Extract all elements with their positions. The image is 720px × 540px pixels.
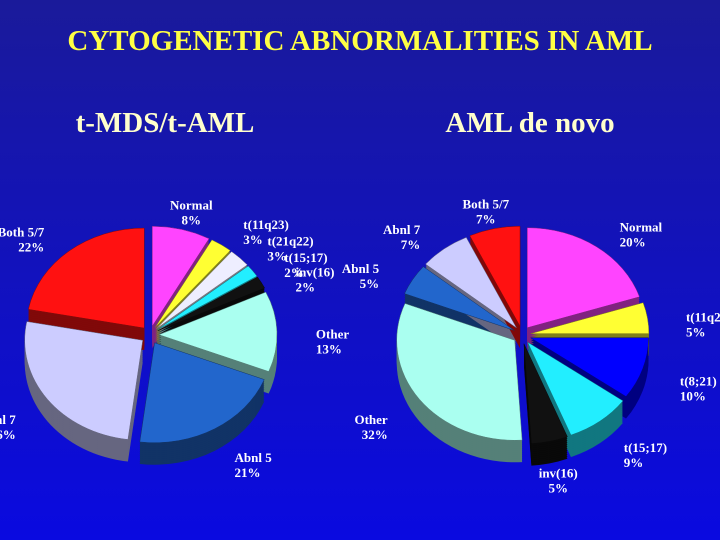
slice-label: t(21q22) 3% (267, 233, 313, 263)
category-label: inv(16) (295, 265, 334, 280)
slice (156, 251, 248, 329)
chart-title: t-MDS/t-AML (76, 107, 255, 139)
value-label: 3% (243, 232, 263, 247)
slice-label: Both 5/7 7% (462, 196, 509, 226)
slice (529, 337, 649, 397)
category-label: Both 5/7 (462, 196, 509, 211)
slice-label: t(11q23)5% (686, 309, 720, 339)
slice-label: Other 32% (354, 412, 387, 442)
value-label: 22% (18, 240, 44, 255)
category-label: Abnl 7 (0, 412, 16, 427)
slice (157, 265, 258, 330)
slice-label: Abnl 7 7% (383, 222, 421, 252)
value-label: 7% (401, 237, 421, 252)
slice-label: t(11q23) 3% (243, 217, 289, 247)
slice (523, 343, 568, 444)
slice (28, 227, 145, 329)
category-label: Normal (170, 197, 213, 212)
category-label: Abnl 5 (342, 261, 380, 276)
value-label: 26% (0, 427, 16, 442)
slice (158, 291, 278, 372)
slice (530, 302, 650, 334)
value-label: 10% (680, 389, 706, 404)
value-label: 5% (686, 324, 706, 339)
category-label: Abnl 7 (383, 222, 421, 237)
slice (527, 227, 640, 329)
value-label: 8% (182, 212, 202, 227)
slice (154, 239, 231, 328)
category-label: t(8;21) (680, 374, 717, 389)
slice (469, 225, 521, 328)
value-label: 5% (360, 276, 380, 291)
category-label: t(15;17) (284, 250, 327, 265)
value-label: 9% (624, 455, 644, 470)
category-label: inv(16) (539, 466, 578, 481)
category-label: t(15;17) (624, 440, 667, 455)
slice-label: Normal 20% (620, 219, 663, 249)
pie-tops (24, 226, 278, 443)
value-label: 2% (295, 280, 315, 295)
category-label: t(11q23) (686, 309, 720, 324)
slice (139, 342, 265, 443)
chart-title: AML de novo (445, 107, 614, 139)
slice (404, 266, 515, 331)
slice-label: Other 13% (316, 327, 349, 357)
slice-label: Both 5/7 22% (0, 225, 45, 255)
value-label: 5% (548, 481, 568, 496)
slice-label: Normal 8% (170, 197, 213, 227)
slice-label: inv(16) 2% (295, 265, 334, 295)
category-label: Normal (620, 219, 663, 234)
slice-label: Abnl 5 21% (235, 450, 273, 480)
value-label: 32% (362, 427, 388, 442)
category-label: Abnl 5 (235, 450, 273, 465)
slice-label: Abnl 5 5% (342, 261, 380, 291)
slice-label: t(8;21) 10% (680, 374, 717, 404)
slice (425, 237, 517, 329)
value-label: 3% (267, 248, 287, 263)
value-label: 2% (284, 265, 304, 280)
slice (526, 341, 624, 436)
slice-label: Abnl 726% (0, 412, 16, 442)
category-label: Other (316, 327, 349, 342)
pie-tops (396, 225, 650, 444)
slice-label: inv(16) 5% (539, 466, 578, 496)
slice (151, 226, 210, 328)
category-label: Other (354, 412, 387, 427)
category-label: t(21q22) (267, 233, 313, 248)
slice (24, 321, 144, 440)
value-label: 20% (620, 234, 646, 249)
slice (157, 276, 266, 331)
value-label: 7% (476, 211, 496, 226)
slice-label: t(15;17) 9% (624, 440, 667, 470)
value-label: 21% (235, 465, 261, 480)
slide-title: CYTOGENETIC ABNORMALITIES IN AML (67, 25, 652, 57)
slice (396, 303, 523, 441)
category-label: Both 5/7 (0, 225, 45, 240)
category-label: t(11q23) (243, 217, 289, 232)
value-label: 13% (316, 342, 342, 357)
slice-label: t(15;17) 2% (284, 250, 327, 280)
